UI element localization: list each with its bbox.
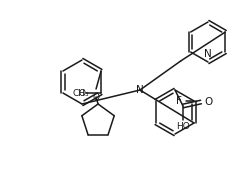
Text: CH₃: CH₃: [72, 89, 88, 97]
Text: O: O: [78, 89, 85, 97]
Text: N: N: [136, 85, 143, 95]
Text: F: F: [176, 96, 181, 106]
Text: O: O: [92, 93, 99, 102]
Text: N: N: [203, 49, 211, 59]
Text: HO: HO: [176, 122, 189, 131]
Text: O: O: [203, 97, 212, 107]
